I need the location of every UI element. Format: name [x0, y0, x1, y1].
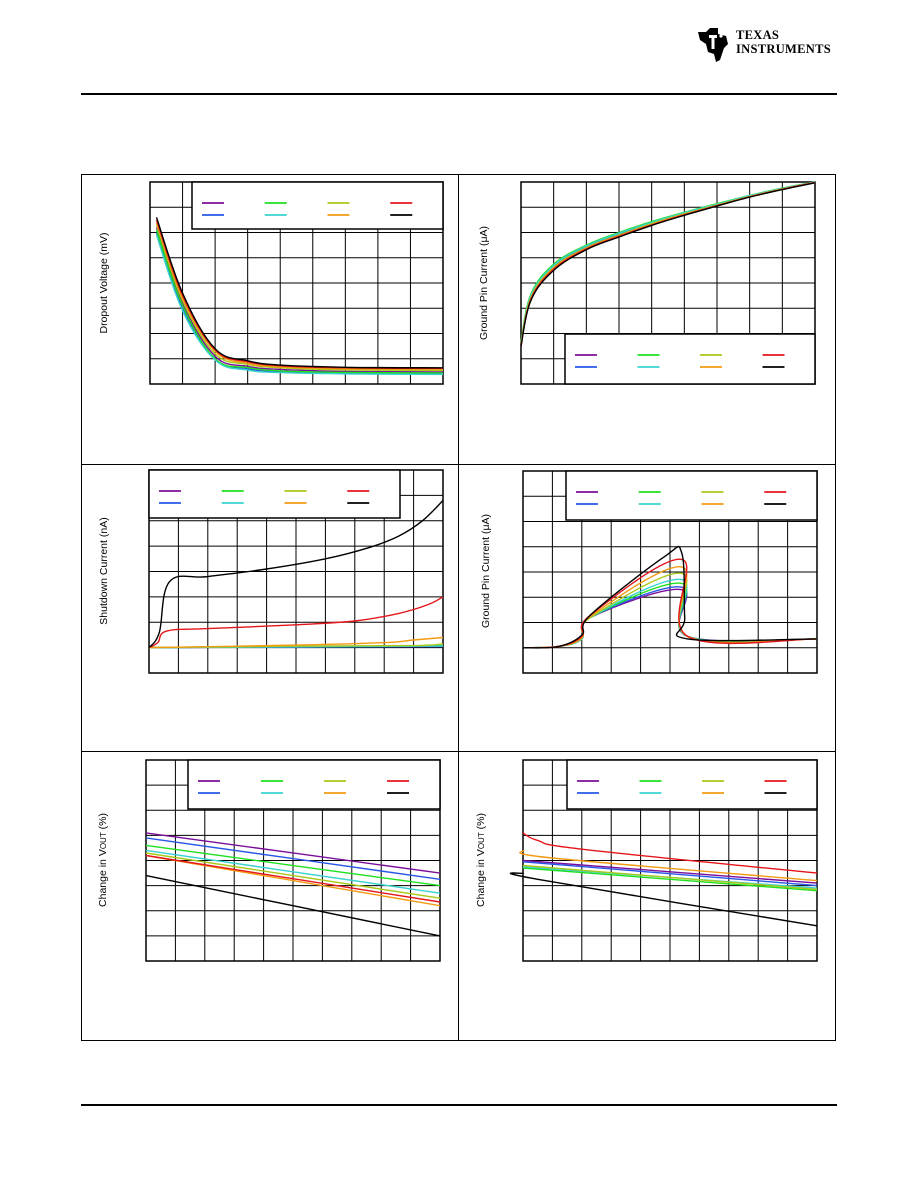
chart-4-ground-pin-current: [522, 470, 818, 674]
series-line-2: [520, 181, 816, 344]
series-line-8: [155, 217, 444, 369]
chart-3-ylabel: Shutdown Current (nA): [98, 517, 110, 625]
series-line-8: [509, 872, 818, 927]
ti-state-logo-icon: [698, 28, 728, 62]
footer-rule: [81, 1104, 837, 1106]
series-line-2: [522, 861, 818, 887]
charts-row-divider-1: [81, 464, 836, 465]
series-line-1: [155, 227, 444, 373]
header-rule: [81, 93, 837, 95]
series-line-6: [155, 222, 444, 371]
series-line-3: [145, 844, 441, 887]
charts-row-divider-2: [81, 751, 836, 752]
legend-box: [565, 470, 818, 521]
series-line-5: [155, 224, 444, 372]
company-logo-text: Texas Instruments: [736, 28, 831, 56]
legend: [148, 469, 401, 519]
chart-4-ylabel: Ground Pin Current (μA): [480, 513, 492, 629]
chart-1-dropout-voltage: [149, 181, 444, 385]
chart-6-change-in-vout: [509, 759, 818, 962]
series-line-2: [145, 837, 441, 880]
legend-box: [564, 333, 816, 385]
brand-line-2: Instruments: [736, 42, 831, 56]
series-line-6: [519, 849, 818, 882]
legend-box: [566, 759, 818, 810]
chart-5-ylabel: Change in VOUT (%): [97, 813, 109, 907]
legend: [565, 470, 818, 521]
series-line-4: [145, 849, 441, 894]
chart-6-ylabel: Change in VOUT (%): [475, 813, 487, 907]
series-line-7: [155, 219, 444, 369]
chart-1-ylabel: Dropout Voltage (mV): [98, 232, 110, 334]
series-line-8: [520, 182, 816, 347]
chart-2-ground-pin-current: [520, 181, 816, 385]
chart-5-change-in-vout: [145, 759, 441, 962]
legend-box: [191, 181, 444, 230]
legend: [187, 759, 441, 810]
brand-line-1: Texas: [736, 28, 780, 42]
charts-column-divider: [458, 174, 459, 1041]
series-line-7: [522, 832, 818, 874]
chart-2-ylabel: Ground Pin Current (μA): [478, 225, 490, 341]
series-line-8: [522, 545, 818, 649]
chart-3-shutdown-current: [148, 469, 444, 674]
series-line-5: [520, 181, 816, 344]
series-line-3: [522, 867, 818, 892]
series-line-8: [148, 499, 444, 649]
series-line-1: [520, 181, 816, 344]
legend-box: [187, 759, 441, 810]
legend: [564, 333, 816, 385]
legend: [191, 181, 444, 230]
series-line-1: [522, 859, 818, 884]
legend: [566, 759, 818, 810]
series-line-6: [148, 636, 444, 649]
legend-box: [148, 469, 401, 519]
series-line-1: [145, 832, 441, 874]
series-line-7: [145, 854, 441, 903]
series-line-3: [155, 229, 444, 374]
series-line-5: [522, 864, 818, 891]
series-line-2: [155, 232, 444, 375]
series-line-8: [145, 874, 441, 937]
series-line-4: [155, 234, 444, 376]
series-line-7: [148, 596, 444, 649]
series-line-5: [145, 852, 441, 899]
chart-5-ylabel-text: Change in VOUT (%): [97, 813, 109, 907]
chart-6-ylabel-text: Change in VOUT (%): [475, 813, 487, 907]
